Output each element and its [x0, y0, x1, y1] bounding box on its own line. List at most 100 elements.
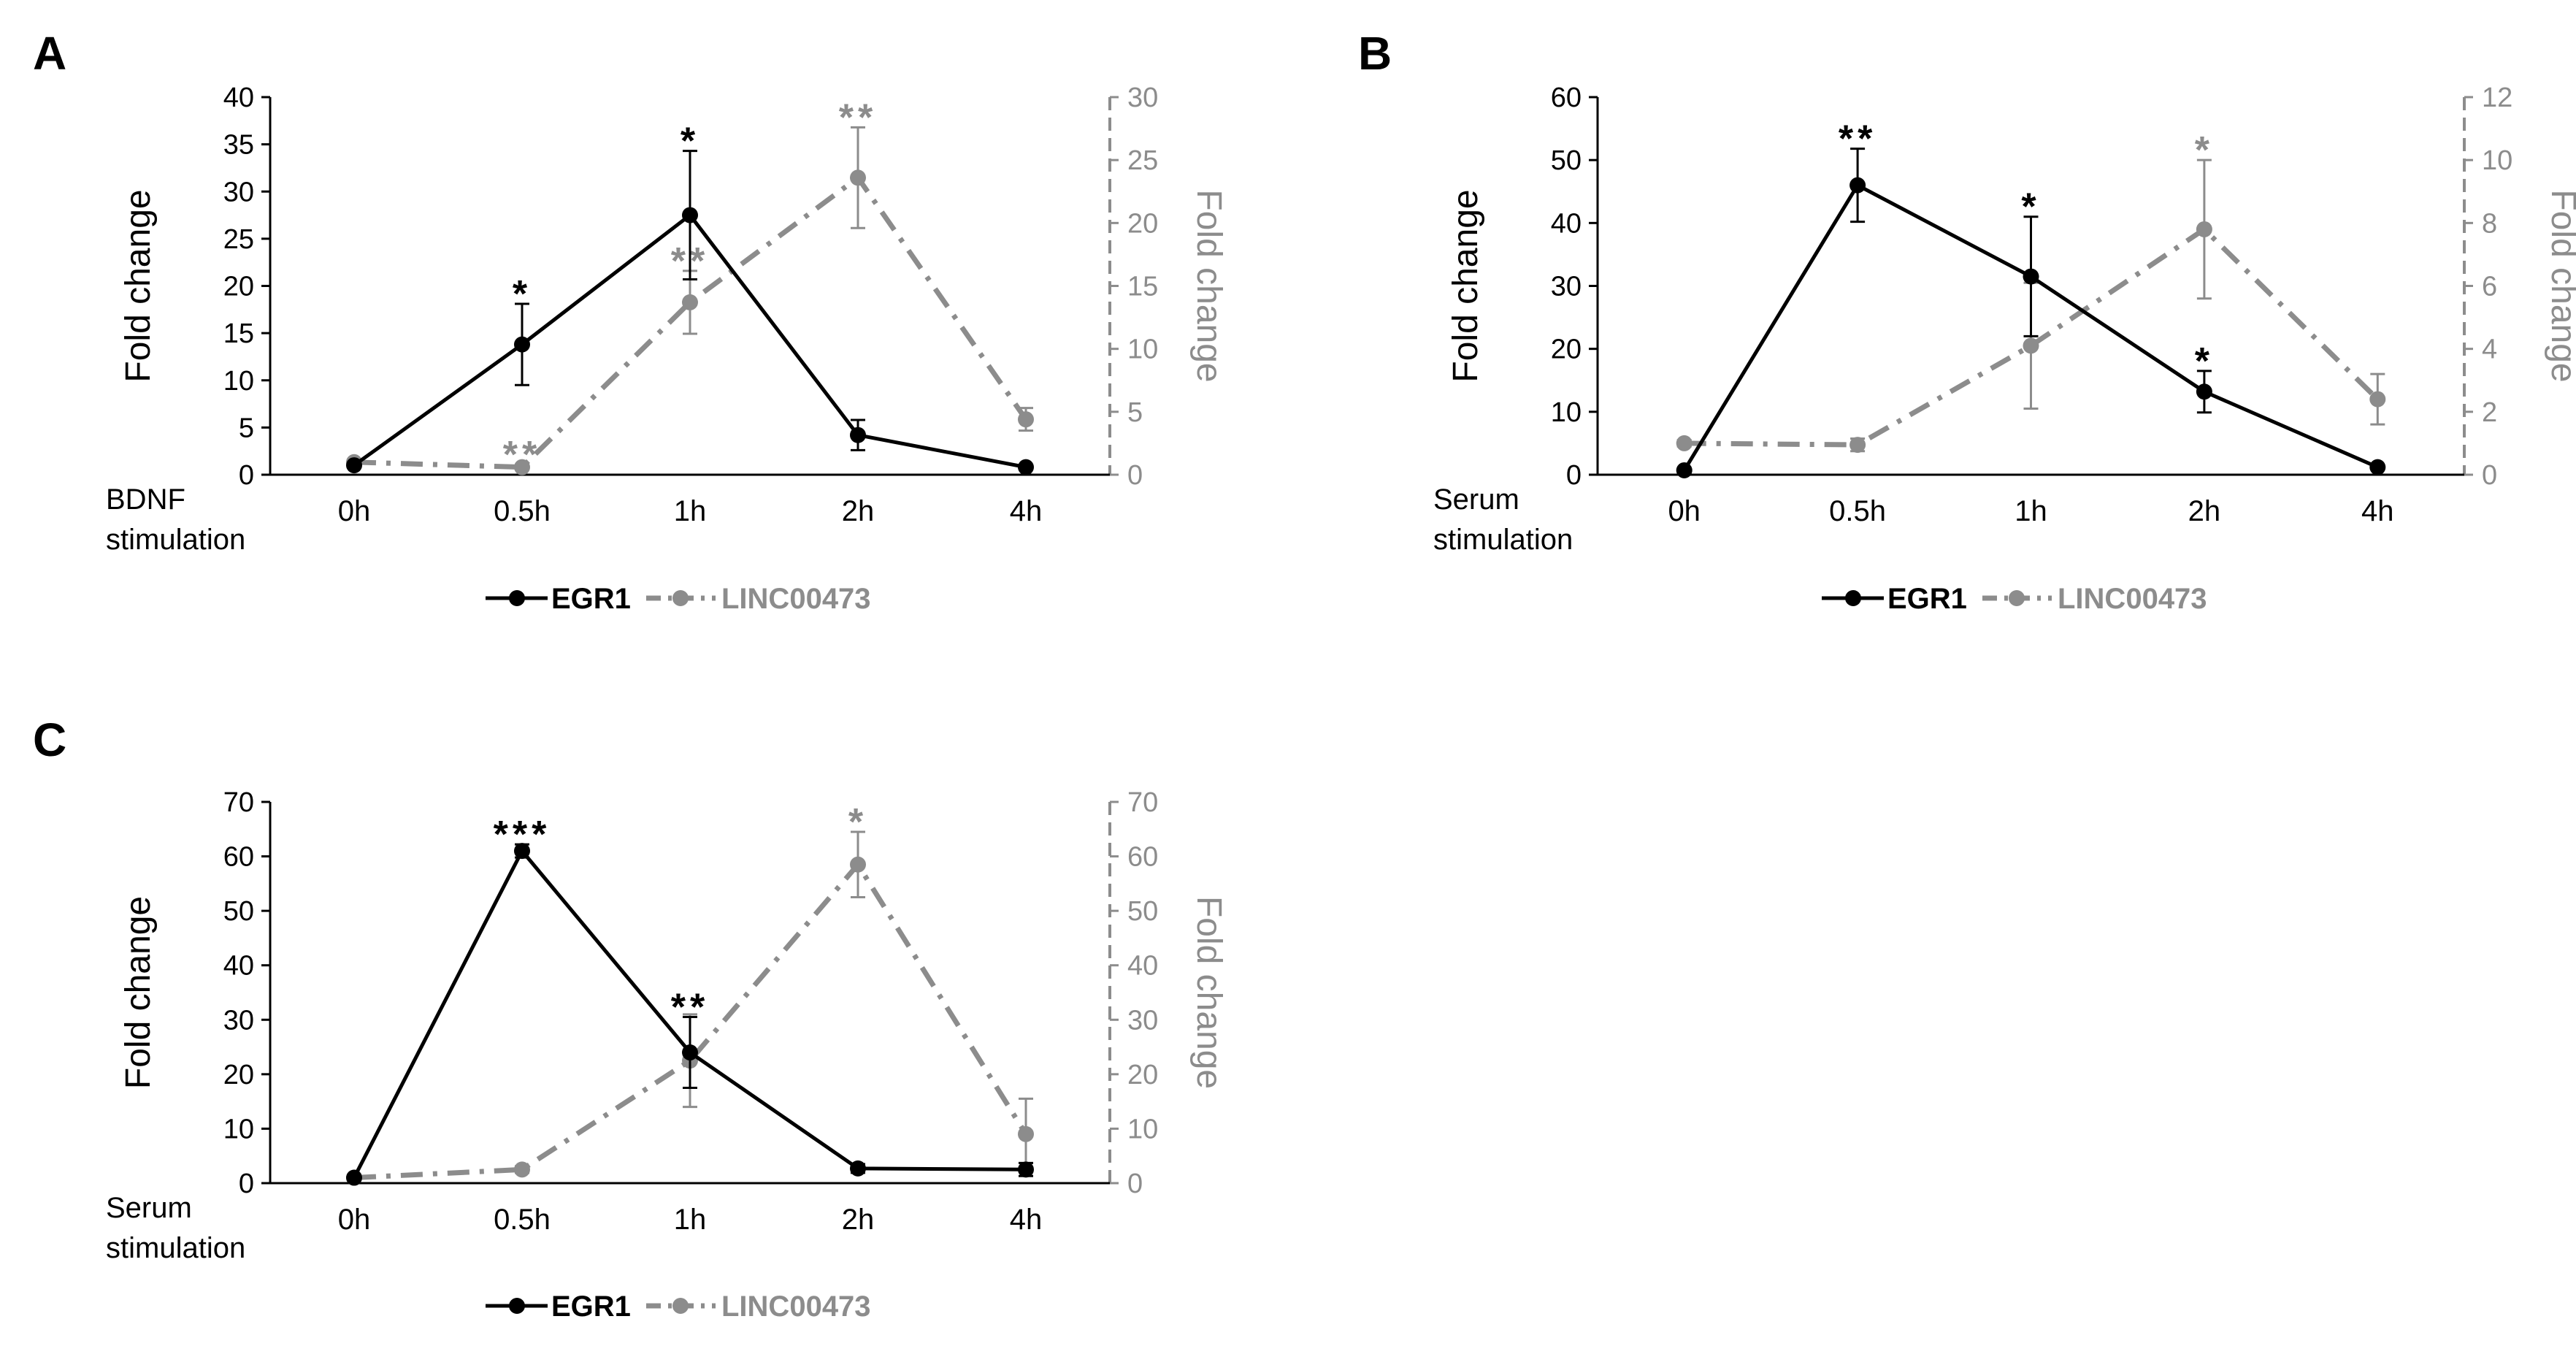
legend-marker [509, 1298, 525, 1314]
x-tick-label: 2h [842, 495, 875, 527]
legend-label-linc00473: LINC00473 [721, 1291, 871, 1323]
data-point [682, 207, 698, 223]
x-tick-label: 0.5h [1829, 495, 1886, 527]
significance-label: * [2195, 340, 2214, 383]
x-axis-label: BDNF [106, 483, 185, 516]
series-egr1: ** [346, 121, 1034, 475]
significance-label: ** [503, 434, 541, 476]
right-tick-label: 10 [1127, 334, 1158, 365]
data-point [1018, 411, 1034, 428]
x-axis-label: Serum [1433, 483, 1519, 516]
legend-marker [2009, 590, 2025, 606]
legend-marker [1845, 590, 1861, 606]
right-tick-label: 5 [1127, 397, 1143, 428]
left-tick-label: 20 [223, 272, 254, 302]
series-egr1: ***** [346, 814, 1034, 1186]
data-point [1849, 437, 1866, 454]
data-point [2196, 221, 2212, 237]
x-tick-label: 4h [2361, 495, 2394, 527]
data-point [1018, 1125, 1034, 1142]
data-point [346, 1169, 362, 1186]
right-tick-label: 0 [1127, 460, 1143, 491]
data-point [514, 1161, 530, 1178]
right-tick-label: 6 [2482, 272, 2497, 302]
significance-label: ** [839, 96, 877, 139]
series-line [1684, 226, 2380, 448]
x-tick-label: 1h [674, 1204, 707, 1236]
right-tick-label: 25 [1127, 145, 1158, 176]
x-tick-label: 0.5h [494, 1204, 551, 1236]
panel-letter: B [1358, 27, 1392, 80]
panel-a: A 0 5 10 15 20 25 30 35 40 0 5 10 15 20 25 30 0h 0.5h 1h 2h 4… [33, 27, 1228, 615]
right-tick-label: 50 [1127, 896, 1158, 927]
data-point [2196, 383, 2212, 400]
significance-label: * [2021, 186, 2040, 229]
left-tick-label: 30 [223, 1005, 254, 1036]
left-tick-label: 0 [1566, 460, 1582, 491]
significance-label: *** [494, 814, 551, 856]
data-point [1018, 1161, 1034, 1178]
left-tick-label: 10 [1551, 397, 1582, 428]
left-tick-label: 25 [223, 224, 254, 255]
x-axis-label: stimulation [1433, 524, 1573, 556]
right-tick-label: 20 [1127, 1060, 1158, 1090]
data-point [2369, 459, 2386, 475]
data-point [346, 457, 362, 474]
x-axis-label: stimulation [106, 1232, 245, 1264]
left-tick-label: 30 [1551, 272, 1582, 302]
right-tick-label: 20 [1127, 208, 1158, 239]
data-point [2369, 391, 2386, 408]
series-line [353, 862, 1028, 1181]
data-point [850, 427, 866, 443]
left-tick-label: 10 [223, 1114, 254, 1144]
left-tick-label: 20 [1551, 334, 1582, 365]
panel-letter: C [33, 714, 66, 766]
right-y-axis-label: Fold change [1189, 189, 1228, 382]
legend-label-egr1: EGR1 [551, 583, 631, 615]
left-tick-label: 20 [223, 1060, 254, 1090]
legend-marker [672, 1298, 689, 1314]
legend-marker [672, 590, 689, 606]
series-linc00473: * [1676, 129, 2386, 454]
left-tick-label: 15 [223, 318, 254, 349]
right-tick-label: 12 [2482, 83, 2512, 113]
left-y-axis-label: Fold change [1446, 189, 1485, 382]
left-tick-label: 40 [1551, 208, 1582, 239]
data-point [850, 856, 866, 873]
x-tick-label: 0h [338, 1204, 371, 1236]
legend: EGR1 LINC00473 [1822, 583, 2207, 615]
data-point [514, 843, 530, 860]
x-tick-label: 0h [338, 495, 371, 527]
left-y-axis-label: Fold change [119, 896, 158, 1089]
x-tick-label: 4h [1010, 1204, 1043, 1236]
left-tick-label: 0 [239, 1169, 254, 1199]
significance-label: ** [671, 987, 709, 1029]
left-tick-label: 70 [223, 787, 254, 818]
right-y-axis-label: Fold change [2544, 189, 2576, 382]
data-point [850, 1160, 866, 1177]
left-tick-label: 10 [223, 366, 254, 397]
legend: EGR1 LINC00473 [486, 583, 871, 615]
legend: EGR1 LINC00473 [486, 1291, 871, 1323]
data-point [2023, 337, 2039, 354]
right-tick-label: 70 [1127, 787, 1158, 818]
left-tick-label: 0 [239, 460, 254, 491]
legend-label-egr1: EGR1 [1887, 583, 1967, 615]
panel-letter: A [33, 27, 66, 80]
right-tick-label: 60 [1127, 842, 1158, 873]
left-tick-label: 50 [223, 896, 254, 927]
legend-marker [509, 590, 525, 606]
data-point [514, 459, 530, 475]
left-tick-label: 50 [1551, 145, 1582, 176]
right-tick-label: 10 [2482, 145, 2512, 176]
legend-label-linc00473: LINC00473 [721, 583, 871, 615]
panel-b: B 0 10 20 30 40 50 60 0 2 4 6 8 10 12 0h 0.5h 1h 2h 4h Serum… [1358, 27, 2576, 615]
right-tick-label: 30 [1127, 1005, 1158, 1036]
x-tick-label: 4h [1010, 495, 1043, 527]
right-tick-label: 15 [1127, 272, 1158, 302]
legend-label-linc00473: LINC00473 [2058, 583, 2207, 615]
right-tick-label: 30 [1127, 83, 1158, 113]
series-line [353, 175, 1028, 470]
x-axis-label: Serum [106, 1192, 192, 1224]
data-point [514, 336, 530, 353]
